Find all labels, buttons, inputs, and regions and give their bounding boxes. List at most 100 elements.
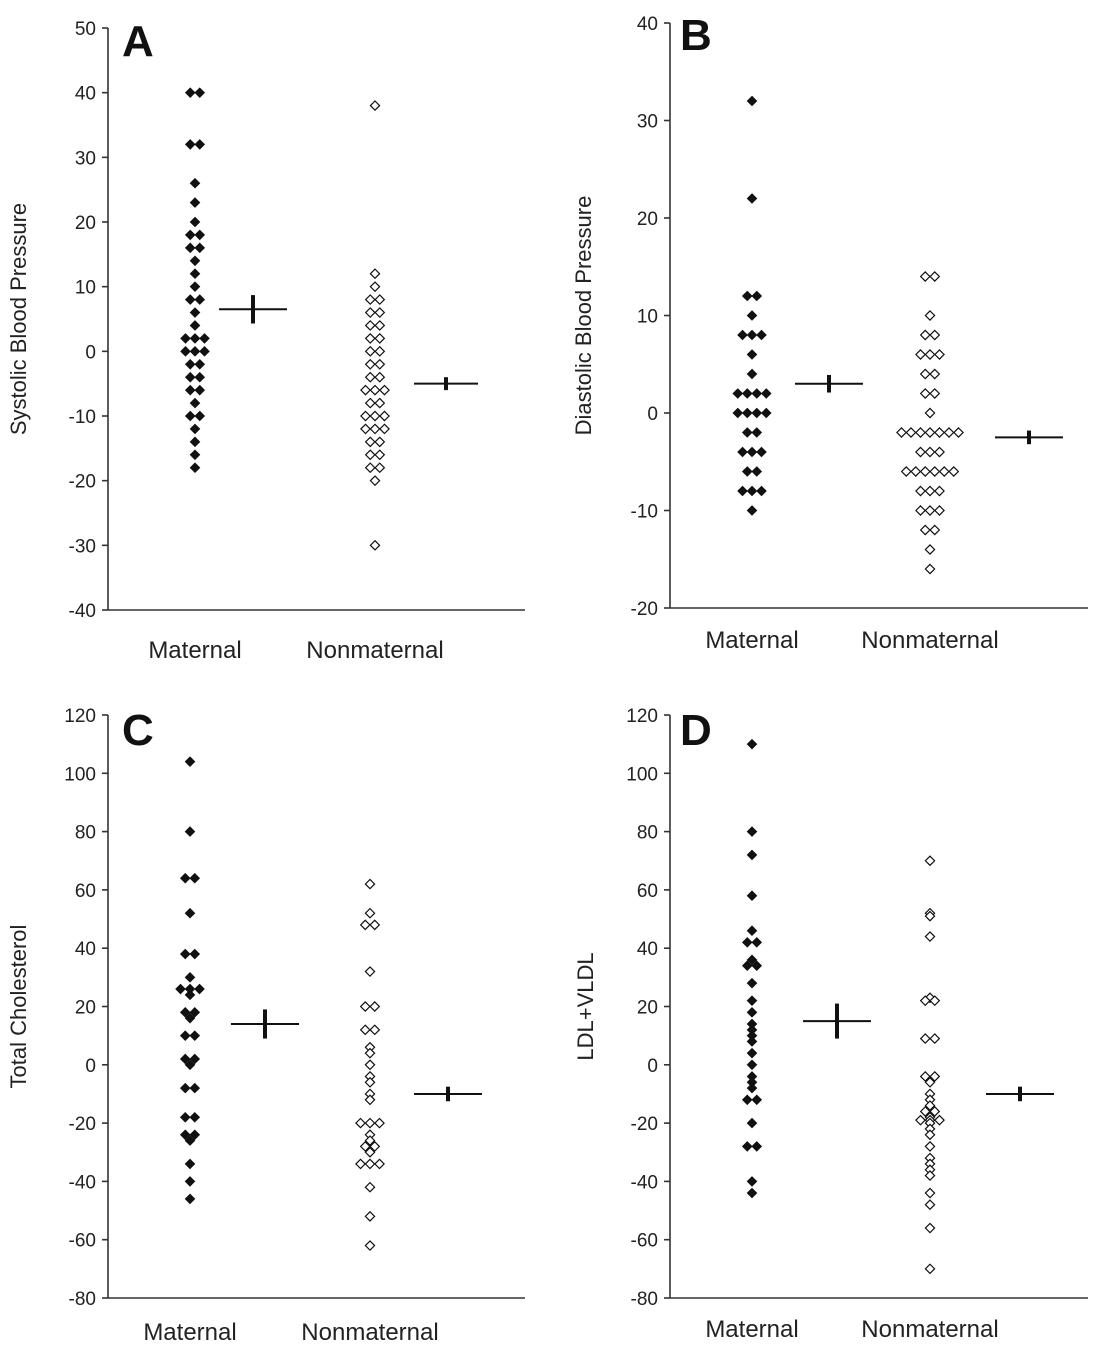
y-tick-label: 40 bbox=[637, 939, 658, 960]
data-point-nonmaternal bbox=[934, 485, 945, 497]
data-point-maternal bbox=[746, 738, 758, 750]
data-point-maternal bbox=[746, 995, 758, 1006]
data-point-maternal bbox=[741, 466, 753, 477]
data-point-nonmaternal bbox=[919, 1071, 931, 1082]
data-point-maternal bbox=[741, 1094, 753, 1106]
data-point-maternal bbox=[741, 407, 753, 419]
y-tick-label: 100 bbox=[626, 764, 658, 785]
y-tick-label: 40 bbox=[75, 939, 96, 960]
data-point-nonmaternal bbox=[915, 505, 926, 516]
data-point-maternal bbox=[180, 333, 191, 344]
y-tick-label: -10 bbox=[69, 407, 96, 428]
data-point-maternal bbox=[189, 320, 201, 331]
data-point-nonmaternal bbox=[364, 371, 376, 383]
data-point-maternal bbox=[184, 139, 196, 150]
data-point-nonmaternal bbox=[915, 349, 926, 360]
data-point-nonmaternal bbox=[364, 1117, 376, 1129]
y-axis-title: LDL+VLDL bbox=[573, 952, 598, 1060]
y-tick-label: -40 bbox=[69, 1172, 96, 1193]
data-point-nonmaternal bbox=[359, 1001, 371, 1012]
data-point-maternal bbox=[746, 1176, 758, 1187]
y-tick-label: 80 bbox=[637, 823, 658, 844]
data-point-maternal bbox=[179, 1030, 191, 1041]
y-tick-label: 120 bbox=[626, 706, 658, 727]
data-point-nonmaternal bbox=[374, 320, 386, 331]
data-point-maternal bbox=[741, 290, 753, 302]
data-point-maternal bbox=[184, 1158, 196, 1170]
category-label-nonmaternal: Nonmaternal bbox=[301, 1319, 438, 1345]
data-point-nonmaternal bbox=[369, 1140, 381, 1152]
data-point-maternal bbox=[179, 1111, 191, 1123]
data-point-maternal bbox=[746, 329, 758, 341]
data-point-maternal bbox=[189, 333, 201, 344]
data-point-nonmaternal bbox=[910, 466, 922, 477]
y-tick-label: -40 bbox=[69, 601, 96, 622]
data-point-nonmaternal bbox=[355, 1158, 366, 1170]
y-axis-title: Systolic Blood Pressure bbox=[6, 203, 31, 435]
data-point-nonmaternal bbox=[924, 1263, 936, 1275]
data-point-maternal bbox=[194, 384, 206, 396]
y-tick-label: 0 bbox=[85, 342, 96, 363]
data-point-maternal bbox=[199, 346, 210, 357]
data-point-nonmaternal bbox=[924, 310, 936, 321]
data-point-maternal bbox=[184, 229, 196, 241]
data-point-maternal bbox=[189, 1082, 201, 1094]
data-point-maternal bbox=[737, 329, 748, 341]
data-point-nonmaternal bbox=[364, 345, 376, 357]
data-point-maternal bbox=[189, 1007, 201, 1018]
data-point-nonmaternal bbox=[929, 1071, 941, 1082]
y-tick-label: -60 bbox=[631, 1231, 658, 1252]
panel-letter: A bbox=[122, 17, 154, 66]
data-point-nonmaternal bbox=[934, 505, 945, 516]
data-point-maternal bbox=[184, 826, 196, 837]
category-label-maternal: Maternal bbox=[143, 1319, 236, 1345]
category-label-maternal: Maternal bbox=[705, 627, 798, 654]
y-tick-label: -60 bbox=[69, 1231, 96, 1252]
data-point-maternal bbox=[746, 890, 758, 902]
data-point-maternal bbox=[184, 1012, 196, 1024]
data-point-maternal bbox=[741, 427, 753, 438]
data-point-maternal bbox=[746, 1059, 758, 1071]
data-point-nonmaternal bbox=[915, 427, 926, 438]
data-point-maternal bbox=[184, 294, 196, 305]
y-tick-label: 20 bbox=[75, 998, 96, 1019]
data-point-maternal bbox=[179, 872, 191, 884]
data-point-maternal bbox=[189, 397, 201, 409]
data-point-maternal bbox=[184, 242, 196, 254]
data-point-maternal bbox=[184, 1135, 196, 1146]
data-point-nonmaternal bbox=[896, 427, 907, 438]
y-tick-label: -20 bbox=[69, 472, 96, 493]
data-point-nonmaternal bbox=[924, 505, 936, 516]
data-point-maternal bbox=[184, 1059, 196, 1071]
data-point-nonmaternal bbox=[929, 466, 941, 477]
data-point-maternal bbox=[751, 427, 763, 438]
data-point-nonmaternal bbox=[924, 1076, 936, 1088]
data-point-nonmaternal bbox=[364, 436, 376, 448]
y-tick-label: 40 bbox=[75, 84, 96, 105]
data-point-nonmaternal bbox=[369, 384, 381, 396]
category-label-nonmaternal: Nonmaternal bbox=[306, 637, 443, 664]
data-point-nonmaternal bbox=[374, 1117, 385, 1129]
data-point-nonmaternal bbox=[938, 466, 950, 477]
panel-a: -40 -30 -20 -10 0 10 20 30 40 50 Systolic Blood Pr… bbox=[6, 17, 525, 664]
data-point-nonmaternal bbox=[374, 371, 386, 383]
data-point-maternal bbox=[746, 1082, 758, 1094]
data-point-nonmaternal bbox=[369, 281, 381, 293]
panel-letter: B bbox=[680, 11, 712, 60]
y-axis-title: Diastolic Blood Pressure bbox=[571, 196, 596, 436]
data-point-nonmaternal bbox=[919, 368, 931, 380]
data-point-maternal bbox=[746, 1036, 758, 1047]
data-point-maternal bbox=[184, 1193, 196, 1205]
data-point-maternal bbox=[189, 1129, 201, 1141]
data-point-nonmaternal bbox=[915, 485, 926, 497]
data-point-maternal bbox=[751, 290, 763, 302]
data-point-maternal bbox=[179, 1053, 191, 1065]
data-point-nonmaternal bbox=[953, 427, 964, 438]
data-point-nonmaternal bbox=[915, 446, 926, 458]
data-point-nonmaternal bbox=[919, 329, 931, 341]
data-point-nonmaternal bbox=[929, 524, 941, 536]
data-point-maternal bbox=[746, 826, 758, 837]
data-point-nonmaternal bbox=[919, 271, 931, 282]
data-point-maternal bbox=[746, 849, 758, 861]
data-point-maternal bbox=[194, 983, 205, 995]
